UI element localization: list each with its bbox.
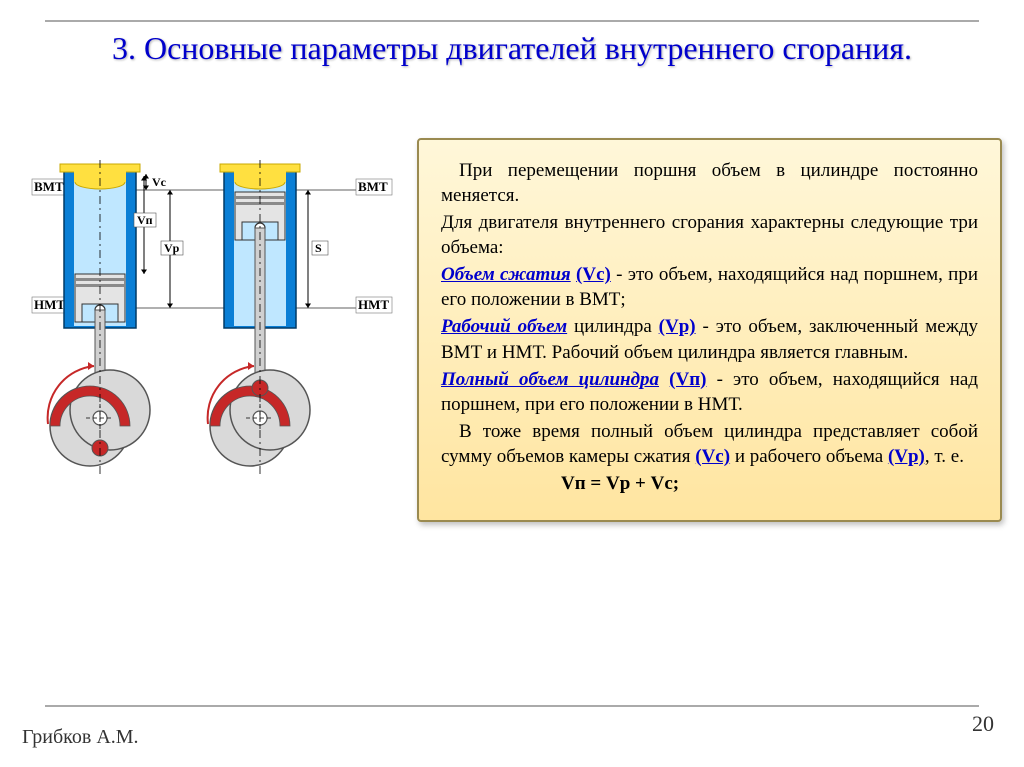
def-full-volume: Полный объем цилиндра (Vп) - это объем, … <box>441 367 978 417</box>
sym-vc: (Vс) <box>576 264 611 285</box>
svg-text:НМТ: НМТ <box>358 297 389 312</box>
slide-root: 3. Основные параметры двигателей внутрен… <box>0 0 1024 767</box>
mid-vp: цилиндра <box>567 316 659 337</box>
slide-title: 3. Основные параметры двигателей внутрен… <box>0 28 1024 70</box>
sum-sym1: (Vс) <box>695 446 730 467</box>
formula: Vп = Vр + Vс; <box>441 471 978 496</box>
text-panel: При перемещении поршня объем в цилиндре … <box>417 138 1002 522</box>
term-vn: Полный объем цилиндра <box>441 369 659 390</box>
top-rule <box>45 20 979 22</box>
para-sum: В тоже время полный объем цилиндра предс… <box>441 419 978 469</box>
page-number: 20 <box>972 711 994 737</box>
engine-diagram: ВМТ НМТ ВМТ НМТ Vс Vп Vр S <box>22 150 402 550</box>
sum-c: , т. е. <box>925 446 964 467</box>
sum-sym2: (Vр) <box>888 446 925 467</box>
para-1: При перемещении поршня объем в цилиндре … <box>441 158 978 208</box>
def-working-volume: Рабочий объем цилиндра (Vр) - это объем,… <box>441 314 978 364</box>
svg-text:Vр: Vр <box>164 241 180 255</box>
svg-text:ВМТ: ВМТ <box>34 179 64 194</box>
svg-text:НМТ: НМТ <box>34 297 65 312</box>
para-2: Для двигателя внутреннего сгорания харак… <box>441 210 978 260</box>
svg-text:Vс: Vс <box>152 175 167 189</box>
svg-text:Vп: Vп <box>137 213 153 227</box>
svg-text:S: S <box>315 241 322 255</box>
term-vp: Рабочий объем <box>441 316 567 337</box>
sum-b: и рабочего объема <box>730 446 888 467</box>
def-compression-volume: Объем сжатия (Vс) - это объем, находящий… <box>441 262 978 312</box>
term-vc: Объем сжатия <box>441 264 571 285</box>
bottom-rule <box>45 705 979 707</box>
svg-text:ВМТ: ВМТ <box>358 179 388 194</box>
sym-vn: (Vп) <box>669 369 706 390</box>
sym-vp: (Vр) <box>659 316 696 337</box>
content-area: ВМТ НМТ ВМТ НМТ Vс Vп Vр S При перемещении порш… <box>22 130 1002 687</box>
author-label: Грибков А.М. <box>22 726 139 749</box>
